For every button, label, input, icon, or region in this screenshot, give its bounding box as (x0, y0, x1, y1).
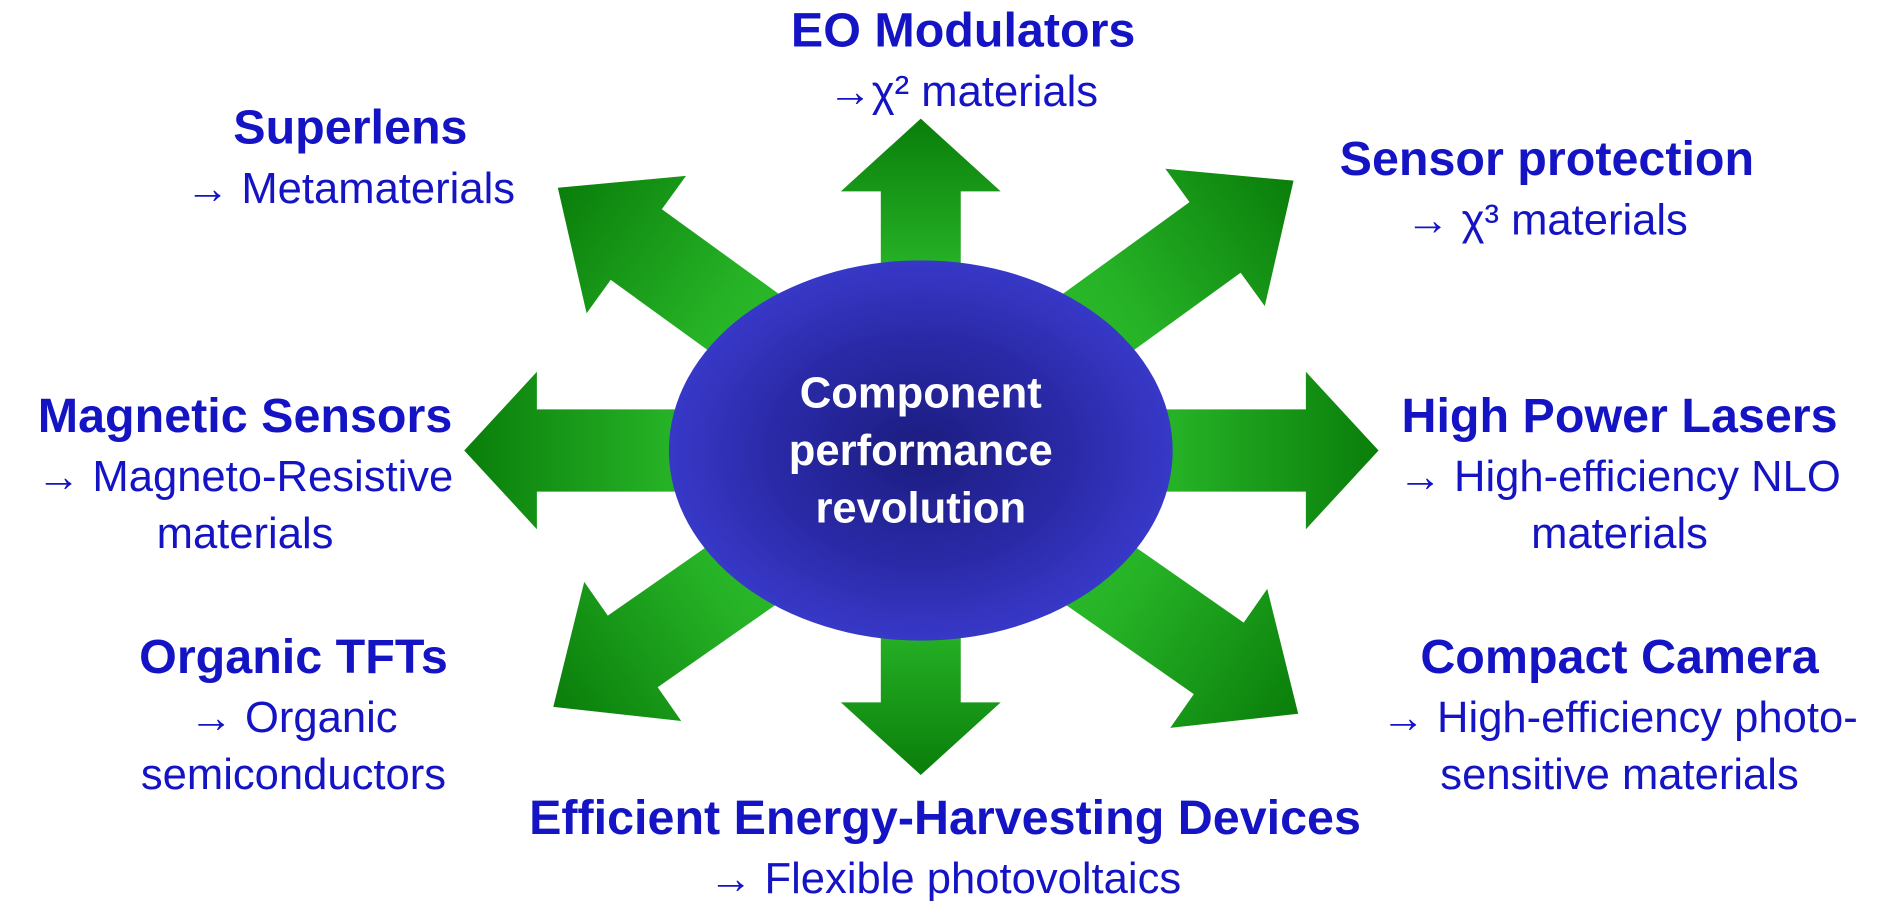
center-label: performance (789, 427, 1053, 475)
node-subtitle: → Flexible photovoltaics (709, 855, 1181, 901)
node-subtitle: → χ³ materials (1406, 196, 1688, 244)
node-subtitle: → Magneto-Resistive (37, 453, 454, 501)
node-title: Sensor protection (1340, 132, 1754, 186)
center-label: Component (800, 370, 1042, 418)
node-title: High Power Lasers (1401, 389, 1837, 443)
node-subtitle: → Organic (189, 694, 397, 742)
center-ellipse (668, 260, 1173, 641)
node-title: Superlens (233, 101, 467, 155)
node-subtitle: materials (157, 510, 334, 558)
node-subtitle: sensitive materials (1440, 751, 1798, 799)
node-title: Magnetic Sensors (38, 389, 453, 443)
node-subtitle: → Metamaterials (186, 165, 515, 213)
node-subtitle: materials (1531, 510, 1708, 558)
node-subtitle: → High-efficiency photo- (1381, 694, 1857, 742)
node-subtitle: semiconductors (141, 751, 446, 799)
node-title: Efficient Energy-Harvesting Devices (529, 791, 1361, 845)
node-title: Organic TFTs (139, 630, 448, 684)
node-subtitle: →χ² materials (828, 68, 1098, 116)
node-title: Compact Camera (1420, 630, 1819, 684)
node-subtitle: → High-efficiency NLO (1398, 453, 1840, 501)
node-title: EO Modulators (791, 4, 1135, 58)
labels: Component performance revolution EO Modulat… (37, 4, 1858, 901)
center-label: revolution (815, 485, 1026, 533)
